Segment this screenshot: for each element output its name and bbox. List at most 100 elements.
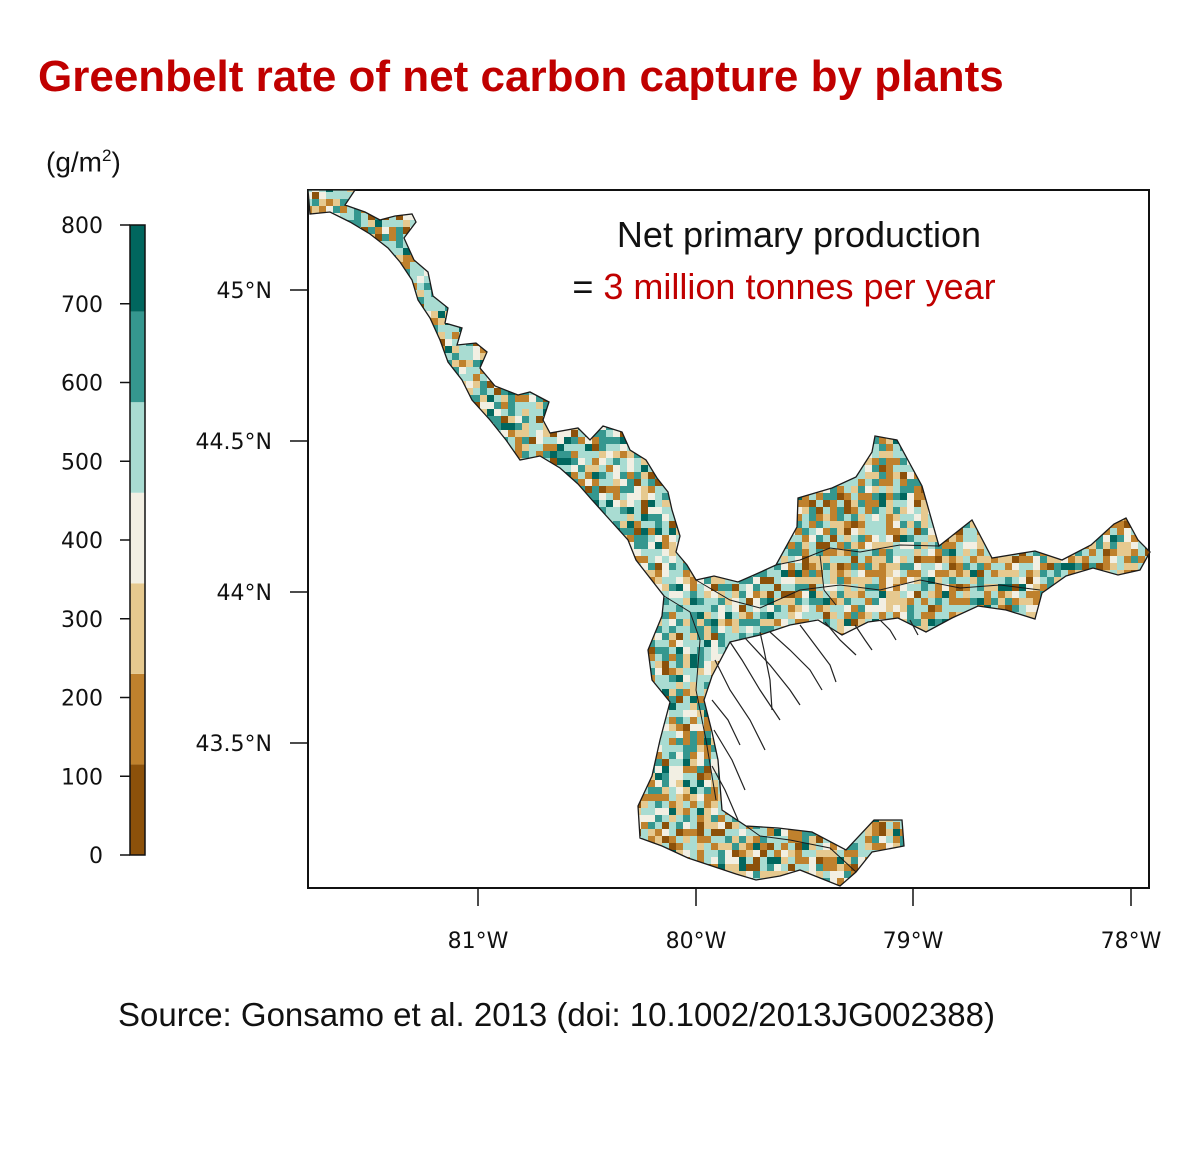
raster-cell (536, 395, 543, 402)
raster-cell (487, 388, 494, 395)
raster-cell (501, 423, 508, 430)
raster-cell (536, 423, 543, 430)
raster-cell (536, 409, 543, 416)
raster-cell (494, 388, 501, 395)
raster-cell (452, 353, 459, 360)
raster-cell (620, 451, 627, 458)
raster-cell (319, 192, 326, 199)
raster-cell (879, 437, 886, 444)
raster-cell (1152, 395, 1159, 402)
raster-cell (389, 227, 396, 234)
raster-cell (326, 190, 333, 192)
raster-cell (571, 444, 578, 451)
raster-cell (319, 190, 326, 192)
raster-cell (382, 241, 389, 248)
raster-cell (333, 192, 340, 199)
raster-cell (1152, 444, 1159, 451)
raster-cell (417, 269, 424, 276)
raster-cell (606, 444, 613, 451)
raster-cell (480, 374, 487, 381)
raster-cell (557, 458, 564, 465)
raster-cell (592, 458, 599, 465)
raster-cell (473, 353, 480, 360)
raster-cell (522, 395, 529, 402)
raster-cell (585, 458, 592, 465)
raster-cell (1152, 192, 1159, 199)
raster-cell (438, 304, 445, 311)
raster-cell (550, 430, 557, 437)
raster-cell (606, 430, 613, 437)
raster-cell (578, 430, 585, 437)
raster-cell (1152, 241, 1159, 248)
raster-cell (1152, 388, 1159, 395)
raster-cell (445, 339, 452, 346)
raster-cell (417, 297, 424, 304)
raster-cell (501, 409, 508, 416)
raster-cell (494, 402, 501, 409)
raster-cell (396, 220, 403, 227)
raster-cell (641, 458, 648, 465)
raster-cell (620, 465, 627, 472)
raster-cell (1152, 234, 1159, 241)
raster-cell (438, 311, 445, 318)
raster-cell (522, 409, 529, 416)
colorbar-tick-label: 100 (61, 765, 103, 790)
raster-cell (389, 234, 396, 241)
raster-cell (564, 444, 571, 451)
colorbar-bin (130, 311, 145, 403)
raster-cell (536, 437, 543, 444)
raster-cell (403, 255, 410, 262)
raster-cell (606, 458, 613, 465)
raster-cell (571, 465, 578, 472)
raster-cell (340, 213, 347, 220)
raster-cell (417, 290, 424, 297)
raster-cell (592, 437, 599, 444)
raster-cell (592, 465, 599, 472)
raster-cell (375, 227, 382, 234)
raster-cell (508, 409, 515, 416)
raster-cell (585, 451, 592, 458)
raster-cell (494, 423, 501, 430)
raster-cell (578, 437, 585, 444)
colorbar-tick-label: 400 (61, 529, 103, 554)
raster-cell (515, 437, 522, 444)
raster-cell (473, 367, 480, 374)
raster-cell (529, 395, 536, 402)
raster-cell (1152, 276, 1159, 283)
raster-cell (571, 451, 578, 458)
colorbar-tick-label: 500 (61, 450, 103, 475)
raster-cell (308, 192, 312, 199)
raster-cell (396, 241, 403, 248)
raster-cell (354, 213, 361, 220)
raster-cell (1152, 269, 1159, 276)
raster-cell (382, 234, 389, 241)
raster-cell (515, 395, 522, 402)
unit-end: ) (111, 146, 121, 178)
raster-cell (515, 444, 522, 451)
raster-cell (403, 220, 410, 227)
raster-cell (620, 437, 627, 444)
raster-cell (578, 451, 585, 458)
raster-cell (308, 199, 312, 206)
raster-cell (571, 430, 578, 437)
raster-cell (529, 416, 536, 423)
raster-cell (627, 451, 634, 458)
raster-cell (592, 444, 599, 451)
raster-cell (431, 318, 438, 325)
raster-cell (620, 444, 627, 451)
raster-cell (627, 458, 634, 465)
raster-cell (893, 444, 900, 451)
raster-cell (501, 416, 508, 423)
colorbar-bin (130, 492, 145, 584)
raster-cell (515, 430, 522, 437)
raster-cell (333, 199, 340, 206)
raster-cell (1152, 290, 1159, 297)
raster-cell (613, 451, 620, 458)
raster-cell (620, 458, 627, 465)
raster-cell (550, 444, 557, 451)
raster-cell (886, 458, 893, 465)
raster-cell (599, 458, 606, 465)
raster-cell (585, 437, 592, 444)
raster-cell (333, 190, 340, 192)
